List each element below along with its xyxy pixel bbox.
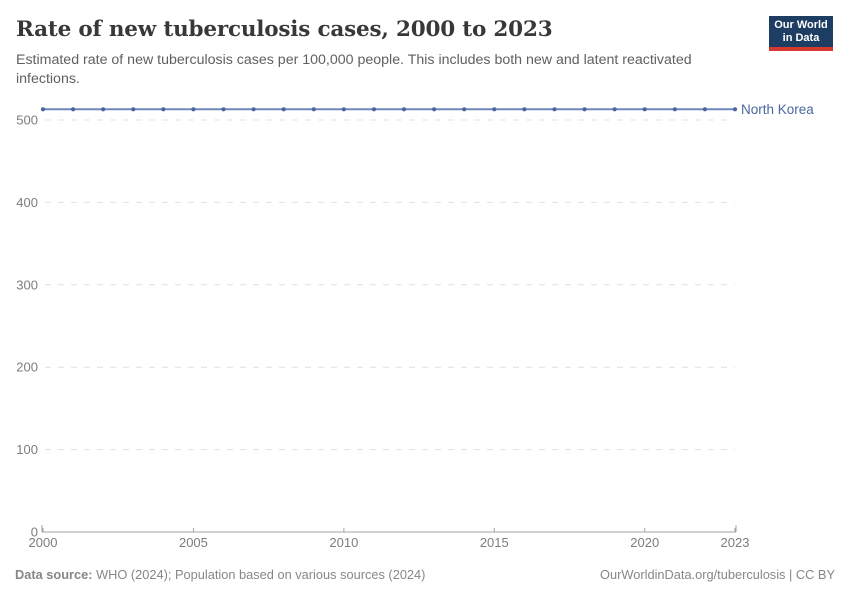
y-axis-tick-label: 0 — [31, 525, 38, 540]
x-axis-tick-label: 2005 — [179, 535, 208, 550]
data-point[interactable] — [432, 107, 437, 112]
data-point[interactable] — [311, 107, 316, 112]
x-axis-tick-label: 2020 — [630, 535, 659, 550]
data-point[interactable] — [131, 107, 136, 112]
data-point[interactable] — [732, 107, 738, 112]
x-axis-tick-label: 2000 — [29, 535, 58, 550]
data-point[interactable] — [522, 107, 527, 112]
x-axis-tick-label: 2010 — [329, 535, 358, 550]
data-point[interactable] — [642, 107, 647, 112]
data-point[interactable] — [341, 107, 346, 112]
owid-url-link[interactable]: OurWorldinData.org/tuberculosis | CC BY — [600, 567, 835, 582]
y-axis-tick-label: 200 — [16, 360, 38, 375]
data-source-text: WHO (2024); Population based on various … — [92, 567, 426, 582]
chart-header: Rate of new tuberculosis cases, 2000 to … — [16, 17, 740, 89]
owid-logo[interactable]: Our World in Data — [769, 16, 833, 51]
page-title: Rate of new tuberculosis cases, 2000 to … — [16, 17, 553, 42]
data-point[interactable] — [371, 107, 377, 112]
data-point[interactable] — [251, 107, 256, 112]
line-chart-svg: 0 100 200 300 400 500 2000 2005 2010 2015 2020 2023… — [16, 102, 814, 550]
data-point[interactable] — [221, 107, 226, 112]
y-axis-tick-label: 300 — [16, 277, 38, 292]
data-point[interactable] — [401, 107, 407, 112]
line-chart-area: 0 100 200 300 400 500 2000 2005 2010 2015 2020 2023… — [0, 90, 850, 560]
data-point[interactable] — [672, 107, 677, 112]
data-point[interactable] — [582, 107, 587, 112]
data-point[interactable] — [70, 107, 76, 112]
data-point[interactable] — [161, 107, 166, 112]
x-axis-tick-label: 2015 — [480, 535, 509, 550]
data-source-note: Data source: WHO (2024); Population base… — [15, 567, 425, 582]
x-axis-tick-label: 2023 — [721, 535, 750, 550]
data-point[interactable] — [552, 107, 557, 112]
data-point[interactable] — [462, 107, 467, 112]
y-axis-tick-label: 100 — [16, 442, 38, 457]
y-axis-tick-label: 400 — [16, 195, 38, 210]
data-point[interactable] — [101, 107, 106, 112]
data-point[interactable] — [612, 107, 617, 112]
data-point[interactable] — [281, 107, 286, 112]
chart-footer: Data source: WHO (2024); Population base… — [15, 567, 835, 582]
data-source-label: Data source: — [15, 567, 93, 582]
data-point[interactable] — [40, 107, 46, 112]
owid-logo-line2: in Data — [782, 32, 820, 44]
data-point[interactable] — [191, 107, 196, 112]
owid-logo-line1: Our World — [774, 19, 828, 31]
page-subtitle: Estimated rate of new tuberculosis cases… — [16, 52, 692, 87]
series-label-north-korea[interactable]: North Korea — [741, 102, 814, 117]
y-axis-tick-label: 500 — [16, 113, 38, 128]
data-point[interactable] — [492, 107, 497, 112]
data-point[interactable] — [702, 107, 708, 112]
